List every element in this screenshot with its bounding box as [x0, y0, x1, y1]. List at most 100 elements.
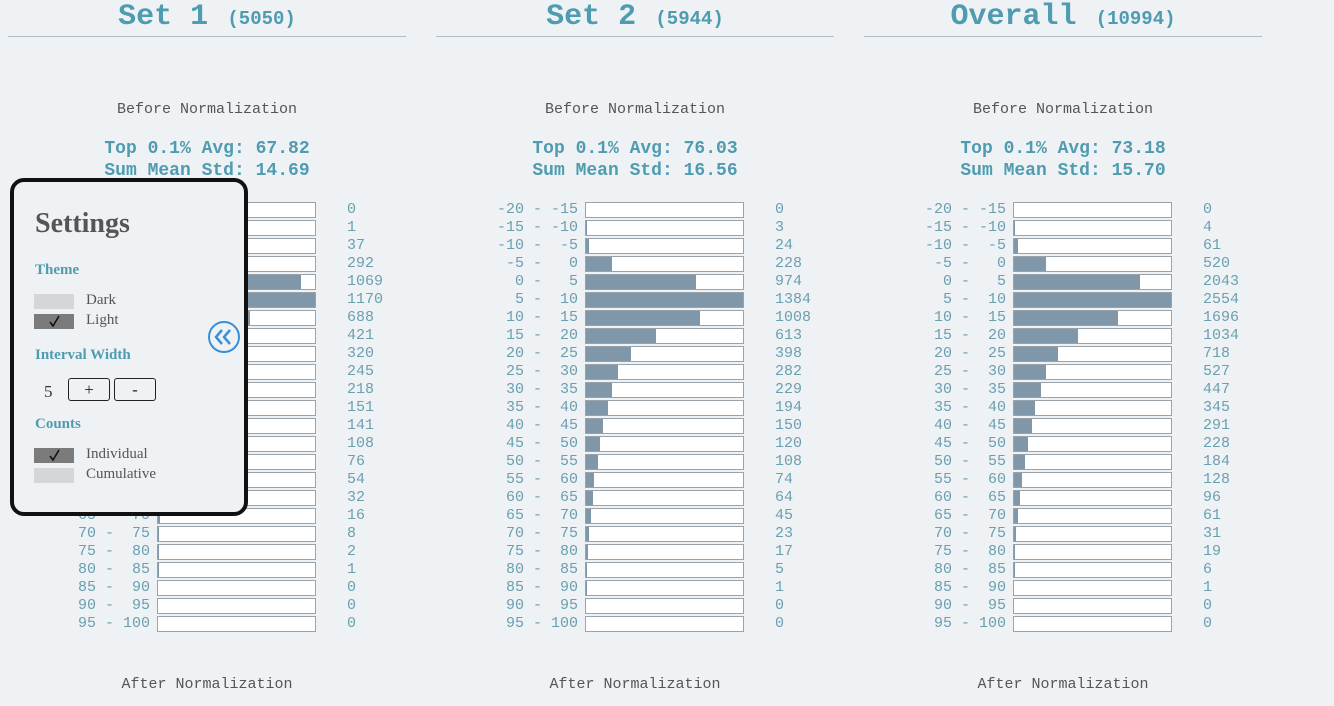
set-count: (5050)	[227, 8, 296, 30]
bar	[1014, 383, 1042, 397]
bar	[586, 275, 697, 289]
interval-label: 70-75	[56, 525, 150, 543]
bar	[586, 293, 743, 307]
bar-frame	[1013, 418, 1172, 434]
interval-separator: -	[533, 399, 543, 416]
bar-frame	[1013, 454, 1172, 470]
bar-frame	[1013, 364, 1172, 380]
bar-frame	[1013, 202, 1172, 218]
bar-frame	[1013, 346, 1172, 362]
after-heading: After Normalization	[977, 676, 1149, 693]
histogram-row: 75-80 17	[436, 543, 834, 561]
histogram-row: 75-80 19	[864, 543, 1262, 561]
toggle[interactable]	[34, 468, 74, 483]
count-label: 229	[775, 381, 803, 398]
top-value: 73.18	[1111, 139, 1166, 159]
interval-from: 55	[933, 471, 952, 488]
decrease-button[interactable]: -	[114, 378, 156, 401]
count-label: 1	[775, 579, 785, 596]
interval-to: 100	[551, 615, 579, 632]
interval-label: 95-100	[912, 615, 1006, 633]
bar	[1014, 527, 1016, 541]
interval-from: 75	[933, 543, 952, 560]
interval-to: 70	[987, 507, 1006, 524]
check-stroke	[49, 315, 60, 328]
top-stat: Top 0.1% Avg: 76.03	[436, 139, 834, 159]
interval-from: 20	[505, 345, 524, 362]
increase-button[interactable]: +	[68, 378, 110, 401]
toggle[interactable]	[34, 314, 74, 329]
bar-frame	[585, 436, 744, 452]
interval-from: 70	[933, 525, 952, 542]
bar-frame	[1013, 256, 1172, 272]
histogram-row: 10-15 1696	[864, 309, 1262, 327]
interval-separator: -	[961, 345, 971, 362]
interval-separator: -	[961, 219, 971, 236]
toggle[interactable]	[34, 448, 74, 463]
interval-separator: -	[533, 489, 543, 506]
interval-to: -15	[551, 201, 579, 218]
collapse-button[interactable]	[207, 320, 241, 354]
interval-to: 45	[987, 417, 1006, 434]
bar-frame	[585, 472, 744, 488]
histogram-row: 40-45 291	[864, 417, 1262, 435]
interval-to: 75	[987, 525, 1006, 542]
count-label: 1008	[775, 309, 812, 326]
interval-to: 90	[987, 579, 1006, 596]
count-label: 282	[775, 363, 803, 380]
count-label: 0	[347, 615, 357, 632]
bar-frame	[1013, 436, 1172, 452]
count-label: 128	[1203, 471, 1231, 488]
bar-frame	[585, 328, 744, 344]
bar	[1014, 329, 1078, 343]
interval-to: 40	[987, 399, 1006, 416]
interval-separator: -	[533, 561, 543, 578]
count-label: 16	[347, 507, 366, 524]
count-label: 1034	[1203, 327, 1240, 344]
std-stat: Sum Mean Std: 14.69	[8, 161, 406, 181]
interval-separator: -	[961, 471, 971, 488]
interval-to: 30	[559, 363, 578, 380]
interval-from: 0	[514, 273, 524, 290]
count-label: 32	[347, 489, 366, 506]
set-title: Set 1	[118, 0, 209, 34]
theme-heading: Theme	[35, 262, 80, 278]
interval-label: 80-85	[56, 561, 150, 579]
count-label: 421	[347, 327, 375, 344]
interval-label: 95-100	[484, 615, 578, 633]
gap	[673, 139, 684, 159]
histogram-row: 85-90 1	[864, 579, 1262, 597]
interval-label: 35-40	[912, 399, 1006, 417]
count-label: 527	[1203, 363, 1231, 380]
set-header: Set 1 (5050)	[8, 0, 406, 37]
interval-label: 60-65	[912, 489, 1006, 507]
interval-from: 45	[505, 435, 524, 452]
bar-frame	[157, 598, 316, 614]
interval-from: -10	[925, 237, 953, 254]
histogram-row: 25-30 527	[864, 363, 1262, 381]
interval-label: 90-95	[56, 597, 150, 615]
histogram-row: 25-30 282	[436, 363, 834, 381]
set-title: Overall	[950, 0, 1077, 34]
toggle[interactable]	[34, 294, 74, 309]
count-label: 17	[775, 543, 794, 560]
gap	[1077, 11, 1096, 29]
histogram-row: 5-10 1384	[436, 291, 834, 309]
count-label: 0	[347, 579, 357, 596]
bar	[1014, 509, 1018, 523]
count-label: 184	[1203, 453, 1231, 470]
count-label: 0	[347, 597, 357, 614]
bar-frame	[1013, 238, 1172, 254]
bar	[1014, 419, 1032, 433]
count-label: 54	[347, 471, 366, 488]
interval-to: 90	[559, 579, 578, 596]
interval-separator: -	[533, 615, 543, 632]
interval-from: 85	[505, 579, 524, 596]
interval-to: 70	[559, 507, 578, 524]
gap	[208, 11, 227, 29]
interval-label: -20--15	[484, 201, 578, 219]
bar	[586, 437, 600, 451]
set-count: (5944)	[655, 8, 724, 30]
bar	[1014, 545, 1016, 559]
bar	[1014, 491, 1020, 505]
